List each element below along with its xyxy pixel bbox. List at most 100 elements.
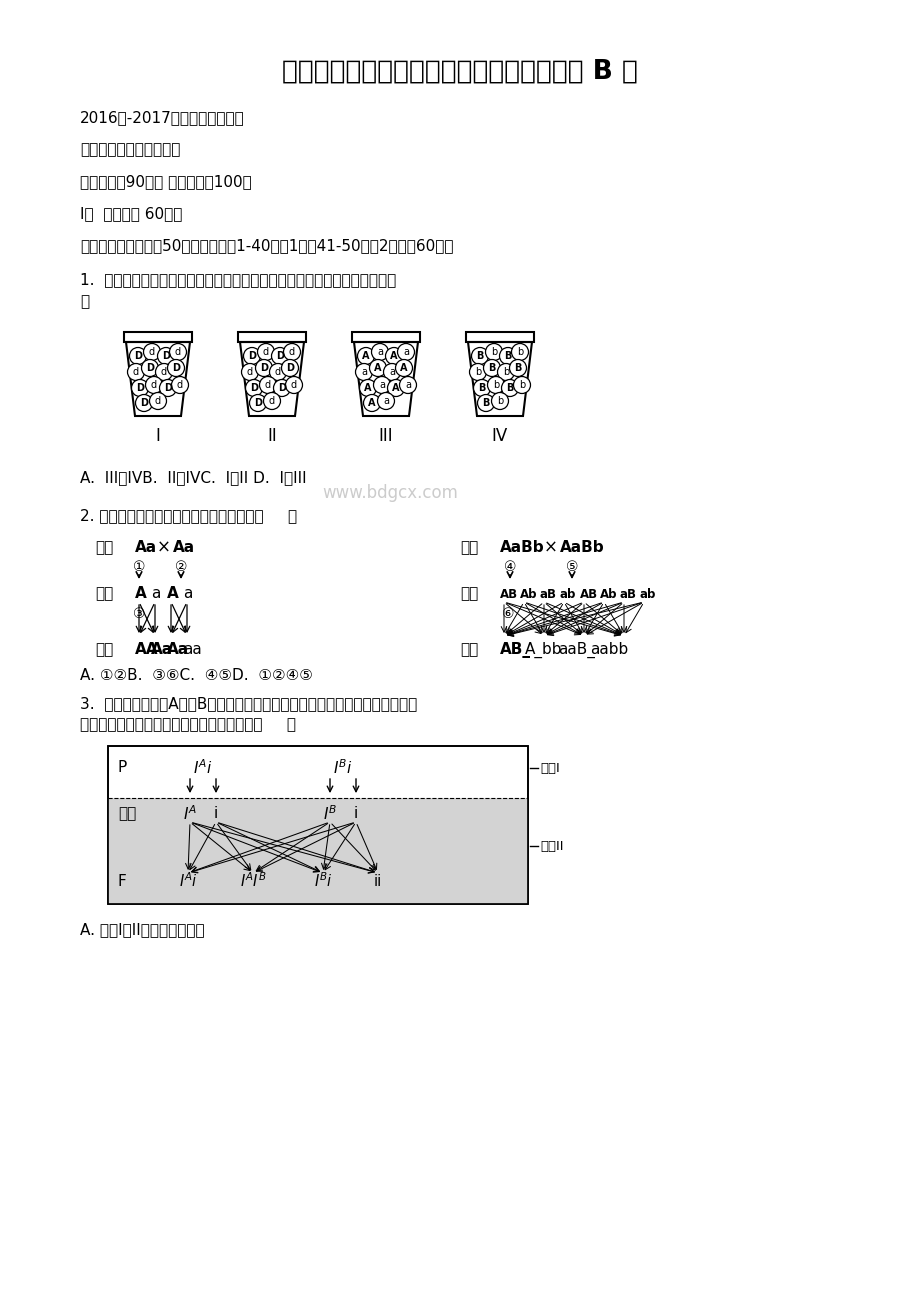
Text: 程与基因传递所遵循遗传规律的对应关系是（     ）: 程与基因传递所遵循遗传规律的对应关系是（ ）: [80, 717, 296, 733]
Text: a: a: [382, 396, 389, 406]
Text: $I^{A}i$: $I^{A}i$: [178, 871, 198, 891]
Text: 子代: 子代: [95, 642, 113, 658]
Text: 过程I: 过程I: [539, 762, 559, 775]
Circle shape: [159, 379, 176, 397]
Text: Aa: Aa: [173, 540, 195, 556]
Text: a: a: [404, 380, 411, 391]
Text: D: D: [260, 363, 267, 372]
Circle shape: [385, 348, 403, 365]
Circle shape: [387, 379, 404, 397]
Circle shape: [377, 392, 394, 410]
Circle shape: [509, 359, 526, 376]
Text: d: d: [161, 367, 167, 378]
Text: AaBb: AaBb: [560, 540, 604, 556]
Text: d: d: [154, 396, 161, 406]
Bar: [466, 332, 533, 342]
Text: AaBb: AaBb: [499, 540, 544, 556]
Bar: [124, 332, 192, 342]
Text: ）: ）: [80, 294, 89, 310]
Circle shape: [244, 348, 260, 365]
Circle shape: [143, 344, 160, 361]
Circle shape: [249, 395, 267, 411]
Text: B: B: [504, 352, 511, 361]
Text: d: d: [265, 380, 271, 391]
Text: d: d: [149, 348, 155, 357]
Text: aB: aB: [539, 587, 556, 600]
Text: 配子: 配子: [460, 586, 478, 602]
Text: d: d: [176, 380, 183, 391]
Text: 3.  图是某对血型为A型和B型的夫妇生出孩子的可能基因型的遗传图解，图示过: 3. 图是某对血型为A型和B型的夫妇生出孩子的可能基因型的遗传图解，图示过: [80, 697, 417, 711]
Circle shape: [355, 363, 372, 380]
Circle shape: [171, 376, 188, 393]
Circle shape: [259, 376, 277, 393]
Text: 2. 如图所示，哪些过程可以发生基因重组（     ）: 2. 如图所示，哪些过程可以发生基因重组（ ）: [80, 509, 297, 523]
Circle shape: [149, 392, 166, 410]
Text: B: B: [514, 363, 521, 372]
Text: a: a: [389, 367, 394, 378]
Circle shape: [245, 379, 262, 397]
Text: Ab: Ab: [519, 587, 537, 600]
Bar: [238, 332, 306, 342]
Text: d: d: [268, 396, 275, 406]
Circle shape: [483, 359, 500, 376]
Text: a: a: [377, 348, 382, 357]
Text: i: i: [354, 806, 357, 822]
Text: D: D: [162, 352, 170, 361]
Text: a: a: [360, 367, 367, 378]
Text: A_bb: A_bb: [525, 642, 562, 658]
Text: ⑥: ⑥: [501, 607, 514, 621]
Text: I: I: [155, 427, 160, 445]
Text: d: d: [290, 380, 297, 391]
Circle shape: [491, 392, 508, 410]
Circle shape: [485, 344, 502, 361]
Text: A: A: [364, 383, 371, 393]
Text: d: d: [289, 348, 295, 357]
Text: ×: ×: [157, 539, 171, 557]
Bar: [108, 746, 528, 904]
Text: b: b: [503, 367, 508, 378]
Circle shape: [273, 379, 290, 397]
Text: aaB_: aaB_: [558, 642, 595, 658]
Text: 亲代: 亲代: [460, 540, 478, 556]
Circle shape: [383, 363, 400, 380]
Text: a: a: [379, 380, 384, 391]
Circle shape: [499, 348, 516, 365]
Text: b: b: [496, 396, 503, 406]
Text: ii: ii: [373, 874, 381, 888]
Text: a: a: [403, 348, 409, 357]
Circle shape: [373, 376, 390, 393]
Text: A: A: [167, 586, 178, 602]
Text: b: b: [493, 380, 499, 391]
Text: AB: AB: [579, 587, 597, 600]
Text: a: a: [151, 586, 160, 602]
Circle shape: [263, 392, 280, 410]
Circle shape: [131, 379, 148, 397]
Text: D: D: [140, 398, 148, 408]
Circle shape: [371, 344, 388, 361]
Text: D: D: [164, 383, 172, 393]
Text: b: b: [516, 348, 523, 357]
Text: d: d: [275, 367, 281, 378]
Bar: [352, 332, 420, 342]
Circle shape: [283, 344, 301, 361]
Text: D: D: [254, 398, 262, 408]
Text: P: P: [118, 760, 127, 776]
Text: 配子: 配子: [95, 586, 113, 602]
Text: ×: ×: [543, 539, 557, 557]
Text: D: D: [136, 383, 144, 393]
Text: 高二年级生物试题（理）: 高二年级生物试题（理）: [80, 142, 180, 158]
Text: A: A: [135, 586, 147, 602]
Text: 配子: 配子: [118, 806, 136, 822]
Text: B: B: [505, 383, 513, 393]
Text: A: A: [362, 352, 369, 361]
Text: ⑤: ⑤: [565, 560, 578, 574]
Text: F: F: [118, 874, 127, 888]
Circle shape: [477, 395, 494, 411]
Circle shape: [357, 348, 374, 365]
Text: AB_: AB_: [499, 642, 530, 658]
Circle shape: [359, 379, 376, 397]
Text: 考试时间：90分钟 试题分数：100分: 考试时间：90分钟 试题分数：100分: [80, 174, 252, 190]
Text: $I^{B}i$: $I^{B}i$: [313, 871, 332, 891]
Text: D: D: [276, 352, 284, 361]
Text: Aa: Aa: [167, 642, 189, 658]
